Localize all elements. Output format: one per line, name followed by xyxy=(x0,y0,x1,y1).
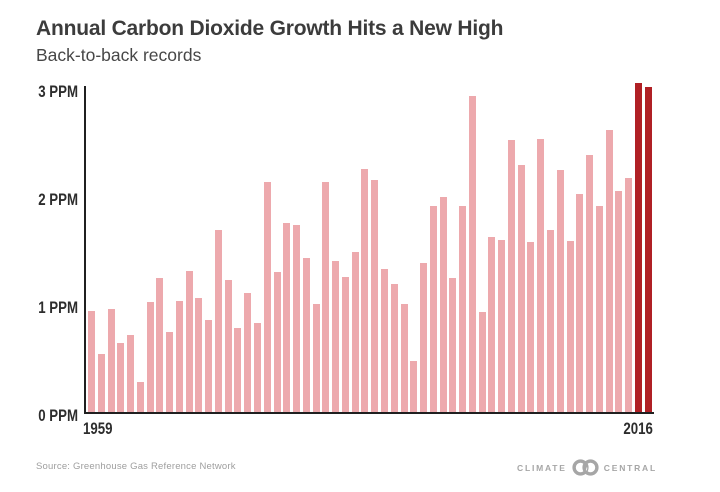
bar-1964 xyxy=(136,381,144,412)
bar-2005 xyxy=(537,138,545,412)
bar-1992 xyxy=(410,361,418,412)
y-tick-1-ppm: 1 PPM xyxy=(38,298,78,317)
bar-2013 xyxy=(615,190,623,412)
bar-1982 xyxy=(312,304,320,412)
bar-1997 xyxy=(459,205,467,412)
bar-1991 xyxy=(400,304,408,412)
bar-1970 xyxy=(195,297,203,412)
page-subtitle: Back-to-back records xyxy=(36,45,202,65)
bar-1973 xyxy=(224,280,232,412)
bar-2000 xyxy=(488,237,496,412)
bar-2016 xyxy=(644,86,652,412)
bar-1994 xyxy=(429,205,437,412)
interlocking-circles-icon xyxy=(572,459,599,476)
bar-2004 xyxy=(527,242,535,412)
bar-1977 xyxy=(263,182,271,412)
bar-2006 xyxy=(546,229,554,412)
bar-1988 xyxy=(371,179,379,412)
bar-2015 xyxy=(634,82,642,412)
bar-1968 xyxy=(175,300,183,412)
y-tick-2-ppm: 2 PPM xyxy=(38,190,78,209)
page-title: Annual Carbon Dioxide Growth Hits a New … xyxy=(36,17,504,40)
bars xyxy=(88,0,652,412)
bar-1999 xyxy=(478,311,486,412)
bar-2009 xyxy=(576,193,584,412)
bar-1976 xyxy=(254,323,262,412)
bar-1967 xyxy=(166,332,174,412)
bar-1996 xyxy=(449,278,457,412)
bar-1989 xyxy=(380,269,388,412)
bar-1986 xyxy=(351,252,359,412)
bar-1985 xyxy=(341,277,349,412)
logo-text-climate: CLIMATE xyxy=(517,462,567,473)
y-tick-0-ppm: 0 PPM xyxy=(38,406,78,425)
bar-1974 xyxy=(234,327,242,412)
bar-1966 xyxy=(156,278,164,412)
x-tick-end-year: 2016 xyxy=(623,419,653,438)
bar-1978 xyxy=(273,271,281,412)
bar-2012 xyxy=(605,130,613,412)
bar-2008 xyxy=(566,241,574,412)
bar-1990 xyxy=(390,283,398,412)
bar-1969 xyxy=(185,270,193,412)
bar-1980 xyxy=(293,225,301,412)
bar-1961 xyxy=(107,309,115,412)
bar-2011 xyxy=(595,205,603,412)
bar-1965 xyxy=(146,301,154,412)
bar-1998 xyxy=(468,95,476,412)
bar-1971 xyxy=(205,320,213,412)
bar-1993 xyxy=(420,263,428,412)
bar-1963 xyxy=(127,335,135,412)
bar-1959 xyxy=(88,310,95,412)
bar-2010 xyxy=(586,155,594,412)
bar-1984 xyxy=(332,260,340,412)
bar-1975 xyxy=(244,293,252,412)
source-note: Source: Greenhouse Gas Reference Network xyxy=(36,461,236,472)
bar-2001 xyxy=(498,240,506,412)
y-tick-3-ppm: 3 PPM xyxy=(38,82,78,101)
bar-2007 xyxy=(556,170,564,412)
x-axis-line xyxy=(84,412,654,414)
bar-1979 xyxy=(283,223,291,412)
x-tick-start-year: 1959 xyxy=(83,419,113,438)
bar-2014 xyxy=(625,177,633,412)
climate-central-logo: CLIMATE CENTRAL xyxy=(517,458,657,477)
y-axis-line xyxy=(84,86,86,414)
bar-1972 xyxy=(214,229,222,412)
bar-1962 xyxy=(117,342,125,412)
bar-1983 xyxy=(322,182,330,412)
bar-1981 xyxy=(302,257,310,412)
bar-2002 xyxy=(507,139,515,412)
bar-1960 xyxy=(97,353,105,412)
logo-text-central: CENTRAL xyxy=(603,462,657,473)
bar-1987 xyxy=(361,169,369,412)
bar-2003 xyxy=(517,164,525,412)
bar-1995 xyxy=(439,197,447,412)
